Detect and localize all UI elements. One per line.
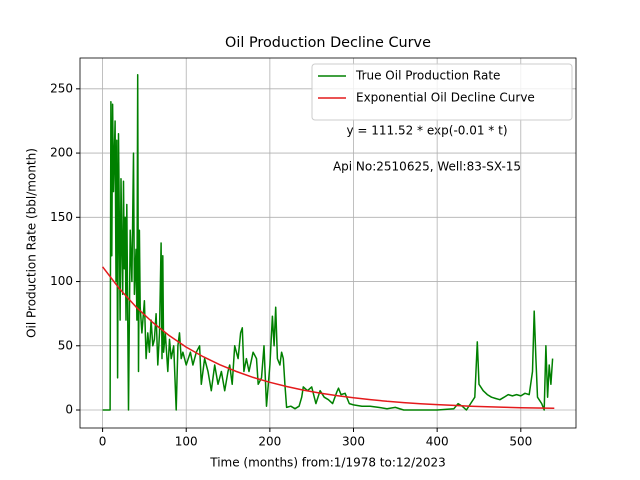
y-tick-label: 250	[50, 81, 73, 95]
data-line	[102, 266, 555, 410]
legend-label: Exponential Oil Decline Curve	[356, 91, 535, 105]
y-axis-label: Oil Production Rate (bbl/month)	[25, 148, 39, 338]
x-tick-label: 400	[426, 435, 449, 449]
y-tick-label: 200	[50, 146, 73, 160]
x-tick-label: 300	[342, 435, 365, 449]
annotation: y = 111.52 * exp(-0.01 * t)	[346, 124, 507, 138]
y-tick-label: 100	[50, 274, 73, 288]
y-tick-label: 150	[50, 210, 73, 224]
chart-title: Oil Production Decline Curve	[225, 35, 431, 51]
x-axis-label: Time (months) from:1/1978 to:12/2023	[209, 456, 446, 470]
legend-label: True Oil Production Rate	[355, 69, 500, 83]
x-tick-label: 500	[509, 435, 532, 449]
y-tick-label: 0	[65, 403, 73, 417]
legend-box	[311, 63, 573, 121]
x-tick-label: 200	[258, 435, 281, 449]
x-tick-label: 100	[175, 435, 198, 449]
x-tick-label: 0	[99, 435, 107, 449]
y-tick-label: 50	[58, 338, 73, 352]
data-line	[102, 73, 554, 411]
annotation: Api No:2510625, Well:83-SX-15	[333, 160, 521, 174]
plot-frame	[79, 57, 577, 429]
